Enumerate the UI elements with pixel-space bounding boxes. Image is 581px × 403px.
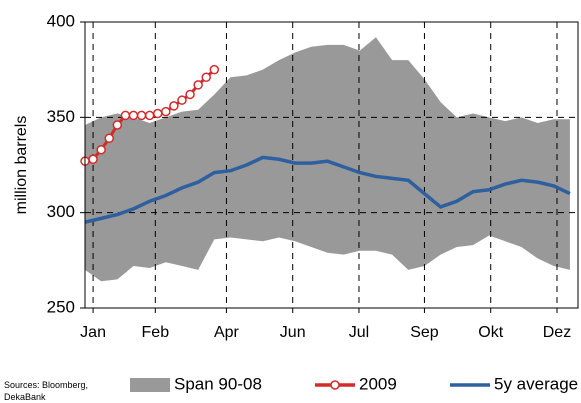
source-line: DekaBank [4, 392, 46, 402]
y-tick-label: 250 [47, 297, 75, 316]
y-tick-label: 400 [47, 11, 75, 30]
data-point [161, 106, 171, 117]
data-point [112, 120, 123, 130]
y-tick-label: 300 [47, 202, 75, 221]
x-tick-label: Jun [280, 324, 306, 341]
x-tick-label: Jan [80, 324, 106, 341]
x-tick-label: Feb [142, 324, 170, 341]
data-point [120, 110, 131, 121]
range-area [85, 37, 570, 282]
y-axis-label: million barrels [13, 116, 30, 215]
data-point [96, 144, 106, 155]
data-point [152, 108, 163, 119]
data-point [209, 64, 220, 75]
series-line [84, 155, 571, 224]
plot-border [84, 21, 579, 309]
data-point [201, 72, 211, 83]
x-tick-label: Okt [478, 324, 503, 341]
source-note: Sources: Bloomberg, DekaBank [4, 380, 88, 402]
data-point [136, 110, 147, 121]
x-tick-label: Jul [349, 324, 369, 341]
data-point [177, 95, 187, 105]
y-tick-label: 350 [47, 107, 75, 126]
x-tick-label: Dez [543, 324, 571, 341]
source-line: Sources: Bloomberg, [4, 380, 88, 390]
legend-marker [330, 380, 340, 390]
x-tick-label: Sep [410, 324, 439, 341]
legend-swatch [130, 378, 170, 392]
legend-label: 5y average [494, 374, 578, 393]
x-tick-label: Apr [214, 324, 240, 341]
data-point [128, 110, 139, 121]
data-point [169, 101, 179, 111]
data-point [104, 133, 114, 144]
data-point [193, 80, 203, 90]
data-point [88, 154, 98, 165]
data-point [185, 89, 195, 100]
legend-label: 2009 [359, 374, 397, 393]
data-point [144, 110, 155, 121]
legend-label: Span 90-08 [174, 374, 262, 393]
